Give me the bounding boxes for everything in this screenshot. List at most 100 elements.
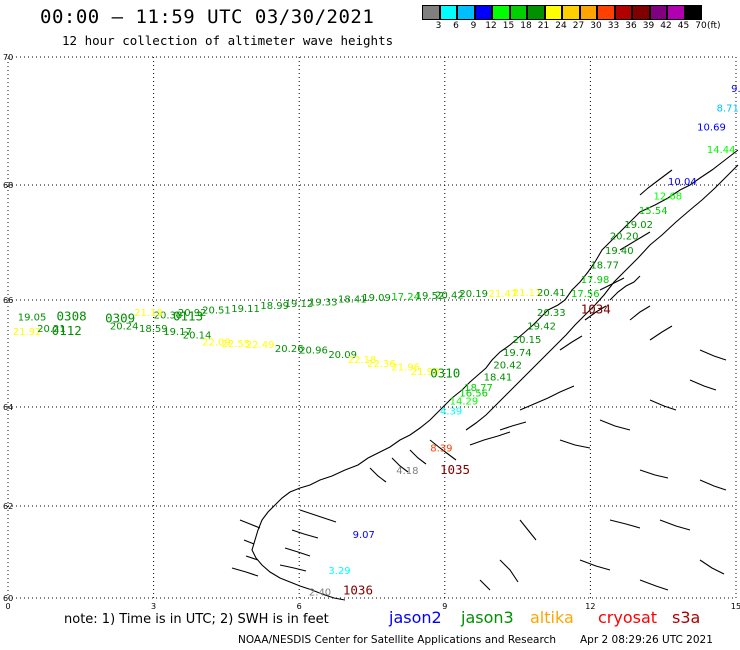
color-swatch bbox=[632, 5, 650, 20]
color-scale-label: 70 bbox=[695, 21, 707, 31]
color-scale-label: 36 bbox=[625, 21, 637, 31]
wave-height-reading: 20.41 bbox=[537, 288, 566, 299]
wave-height-reading: 20.92 bbox=[178, 308, 207, 319]
wave-height-reading: 20.19 bbox=[459, 289, 488, 300]
wave-height-reading: 19.11 bbox=[231, 304, 260, 315]
wave-height-reading: 22.18 bbox=[348, 355, 377, 366]
wave-height-reading: 18.41 bbox=[484, 372, 513, 383]
color-swatch bbox=[684, 5, 702, 20]
page-title: 00:00 – 11:59 UTC 03/30/2021 bbox=[40, 6, 375, 28]
color-scale-bar bbox=[422, 5, 702, 20]
wave-height-reading: 18.77 bbox=[590, 260, 619, 271]
wave-height-reading: 17.56 bbox=[571, 289, 600, 300]
color-swatch bbox=[597, 5, 615, 20]
wave-height-reading: 17.98 bbox=[581, 275, 610, 286]
color-swatch bbox=[474, 5, 492, 20]
page-subtitle: 12 hour collection of altimeter wave hei… bbox=[62, 33, 394, 48]
wave-height-reading: 18.59 bbox=[139, 324, 168, 335]
pass-label: 0309 bbox=[105, 310, 135, 325]
lon-label: 12 bbox=[585, 602, 595, 611]
color-swatch bbox=[667, 5, 685, 20]
wave-height-reading: 10.69 bbox=[697, 123, 726, 134]
wave-height-reading: 20.33 bbox=[537, 308, 566, 319]
legend-item-jason3: jason3 bbox=[461, 608, 514, 627]
wave-height-reading: 12.68 bbox=[653, 191, 682, 202]
color-scale-label: 27 bbox=[572, 21, 585, 31]
wave-height-reading: 21.47 bbox=[488, 289, 517, 300]
legend-item-altika: altika bbox=[530, 608, 574, 627]
lat-label: 70 bbox=[3, 53, 13, 62]
wave-height-reading: 17.24 bbox=[391, 292, 420, 303]
color-swatch bbox=[527, 5, 545, 20]
wave-height-reading: 18.99 bbox=[260, 301, 289, 312]
wave-height-reading: 18.41 bbox=[338, 295, 367, 306]
credit-date: Apr 2 08:29:26 UTC 2021 bbox=[580, 634, 713, 646]
color-scale-label: 45 bbox=[677, 21, 690, 31]
wave-height-reading: 19.40 bbox=[605, 246, 634, 257]
map-border bbox=[7, 56, 737, 599]
wave-height-reading: 18.77 bbox=[464, 383, 493, 394]
color-swatch bbox=[649, 5, 667, 20]
lon-label: 9 bbox=[442, 602, 447, 611]
wave-height-readings: 9.8.7110.6914.4410.0412.6815.5419.0220.2… bbox=[13, 84, 740, 599]
wave-height-reading: 21.92 bbox=[13, 327, 42, 338]
lat-label: 60 bbox=[3, 594, 13, 603]
axis-labels: 70 68 66 64 62 600 3 6 9 12 15 bbox=[3, 53, 740, 611]
color-swatch bbox=[457, 5, 475, 20]
lat-lon-grid bbox=[8, 57, 736, 598]
legend-item-cryosat: cryosat bbox=[598, 608, 658, 627]
wave-height-reading: 19.74 bbox=[503, 348, 532, 359]
wave-height-reading: 20.09 bbox=[328, 350, 357, 361]
wave-height-reading: 19.42 bbox=[527, 321, 556, 332]
wave-height-reading: 20.51 bbox=[202, 305, 231, 316]
color-scale-label: 12 bbox=[485, 21, 497, 31]
wave-height-reading: 8.39 bbox=[430, 444, 452, 455]
wave-height-reading: 4.18 bbox=[396, 466, 418, 477]
pass-label: 1036 bbox=[343, 582, 373, 597]
lon-label: 15 bbox=[731, 602, 740, 611]
wave-height-reading: 19.52 bbox=[416, 291, 445, 302]
wave-height-reading: 15.54 bbox=[639, 206, 668, 217]
wave-height-reading: 3.29 bbox=[328, 566, 350, 577]
color-scale-labels: 3 6 9 12 15 18 21 24 27 30 33 36 39 42 45 70 bbox=[422, 21, 740, 35]
wave-height-reading: 10.04 bbox=[668, 177, 697, 188]
color-scale-unit: (ft) bbox=[707, 21, 721, 31]
color-swatch bbox=[614, 5, 632, 20]
wave-height-reading: 21.11 bbox=[513, 288, 542, 299]
map-frame bbox=[7, 56, 737, 599]
color-scale-label: 21 bbox=[537, 21, 550, 31]
wave-height-reading: 22.49 bbox=[246, 340, 275, 351]
wave-height-reading: 21.99 bbox=[411, 367, 440, 378]
wave-height-reading: 20.21 bbox=[37, 324, 66, 335]
wave-height-reading: 8.71 bbox=[717, 103, 739, 114]
color-swatch bbox=[544, 5, 562, 20]
wave-height-reading: 22.09 bbox=[202, 337, 231, 348]
color-scale-label: 39 bbox=[642, 21, 655, 31]
legend-item-jason2: jason2 bbox=[389, 608, 442, 627]
color-swatch bbox=[439, 5, 457, 20]
wave-height-reading: 4.39 bbox=[440, 406, 462, 417]
wave-height-reading: 19.02 bbox=[624, 220, 653, 231]
pass-label: 1035 bbox=[440, 462, 470, 477]
lon-label: 6 bbox=[297, 602, 302, 611]
wave-height-reading: 21.96 bbox=[391, 363, 420, 374]
pass-label: 0113 bbox=[173, 308, 203, 323]
wave-height-reading: 22.55 bbox=[222, 339, 251, 350]
color-swatch bbox=[492, 5, 510, 20]
color-scale-label: 30 bbox=[590, 21, 602, 31]
color-swatch bbox=[509, 5, 527, 20]
wave-height-reading: 20.42 bbox=[435, 290, 464, 301]
lon-label: 3 bbox=[151, 602, 156, 611]
wave-height-reading: 20.14 bbox=[183, 331, 212, 342]
wave-height-reading: 19.05 bbox=[18, 312, 47, 323]
color-scale-label: 18 bbox=[520, 21, 532, 31]
pass-label: 0112 bbox=[52, 323, 82, 338]
wave-height-reading: 20.15 bbox=[513, 335, 542, 346]
color-scale-label: 24 bbox=[555, 21, 567, 31]
wave-height-reading: 14.44 bbox=[707, 145, 736, 156]
color-swatch bbox=[579, 5, 597, 20]
color-scale-label: 33 bbox=[607, 21, 620, 31]
wave-height-reading: 21.18 bbox=[134, 308, 163, 319]
color-scale-label: 9 bbox=[470, 21, 477, 31]
